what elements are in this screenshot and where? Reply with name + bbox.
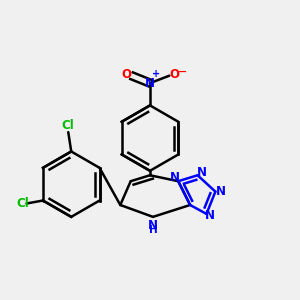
Text: +: + — [152, 69, 160, 79]
Text: N: N — [197, 167, 207, 179]
Text: N: N — [170, 171, 180, 184]
Text: Cl: Cl — [16, 197, 29, 210]
Text: N: N — [205, 209, 215, 222]
Text: H: H — [148, 225, 157, 235]
Text: N: N — [148, 219, 158, 232]
Text: O: O — [121, 68, 131, 81]
Text: Cl: Cl — [61, 119, 74, 132]
Text: N: N — [216, 185, 226, 198]
Text: N: N — [145, 76, 155, 90]
Text: −: − — [178, 67, 187, 77]
Text: O: O — [170, 68, 180, 81]
